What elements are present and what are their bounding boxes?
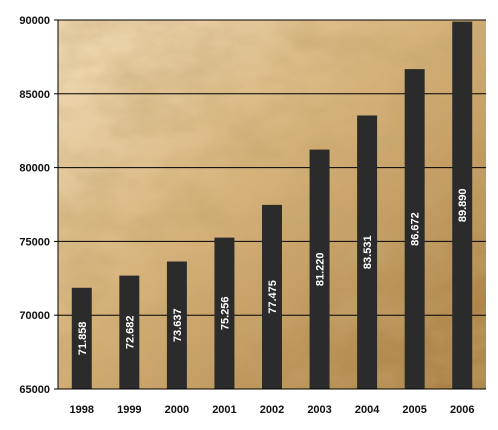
- bar-value-label: 81.220: [315, 252, 327, 286]
- bar-value-label: 86.672: [410, 212, 422, 246]
- x-tick-label: 2001: [212, 404, 236, 416]
- bar-1998: [71, 287, 92, 389]
- bar-value-labels: 71.858 72.682 73.637 75.256 77.475 81.220 83.5…: [77, 188, 469, 355]
- y-tick-label: 75000: [19, 236, 50, 248]
- bar-1999: [119, 275, 140, 389]
- bar-value-label: 72.682: [124, 315, 136, 349]
- bar-value-label: 75.256: [219, 296, 231, 330]
- y-axis-tick-labels: 65000 70000 75000 80000 85000 90000: [19, 15, 58, 396]
- x-tick-label: 1998: [70, 404, 94, 416]
- bar-value-label: 83.531: [362, 235, 374, 269]
- bar-2001: [214, 237, 235, 389]
- bar-2003: [309, 149, 330, 389]
- y-tick-label: 90000: [19, 15, 50, 27]
- bar-value-label: 73.637: [172, 308, 184, 342]
- bar-2005: [404, 69, 425, 389]
- bars: [71, 21, 473, 390]
- x-tick-label: 2000: [165, 404, 189, 416]
- y-tick-label: 70000: [19, 310, 50, 322]
- y-tick-label: 65000: [19, 384, 50, 396]
- bar-value-label: 89.890: [457, 188, 469, 222]
- bar-2000: [166, 261, 187, 389]
- bar-value-label: 77.475: [267, 280, 279, 314]
- x-tick-label: 2004: [355, 404, 380, 416]
- y-tick-label: 80000: [19, 163, 50, 175]
- x-axis-tick-labels: 1998 1999 2000 2001 2002 2003 2004 2005 2006: [70, 404, 475, 416]
- x-tick-label: 2006: [450, 404, 474, 416]
- bar-2002: [262, 204, 282, 389]
- y-tick-label: 85000: [19, 89, 50, 101]
- bar-2006: [452, 21, 473, 390]
- bar-value-label: 71.858: [77, 322, 89, 356]
- x-tick-label: 2002: [260, 404, 284, 416]
- bar-2004: [357, 115, 378, 390]
- x-tick-label: 1999: [117, 404, 141, 416]
- x-tick-label: 2003: [307, 404, 331, 416]
- x-tick-label: 2005: [402, 404, 426, 416]
